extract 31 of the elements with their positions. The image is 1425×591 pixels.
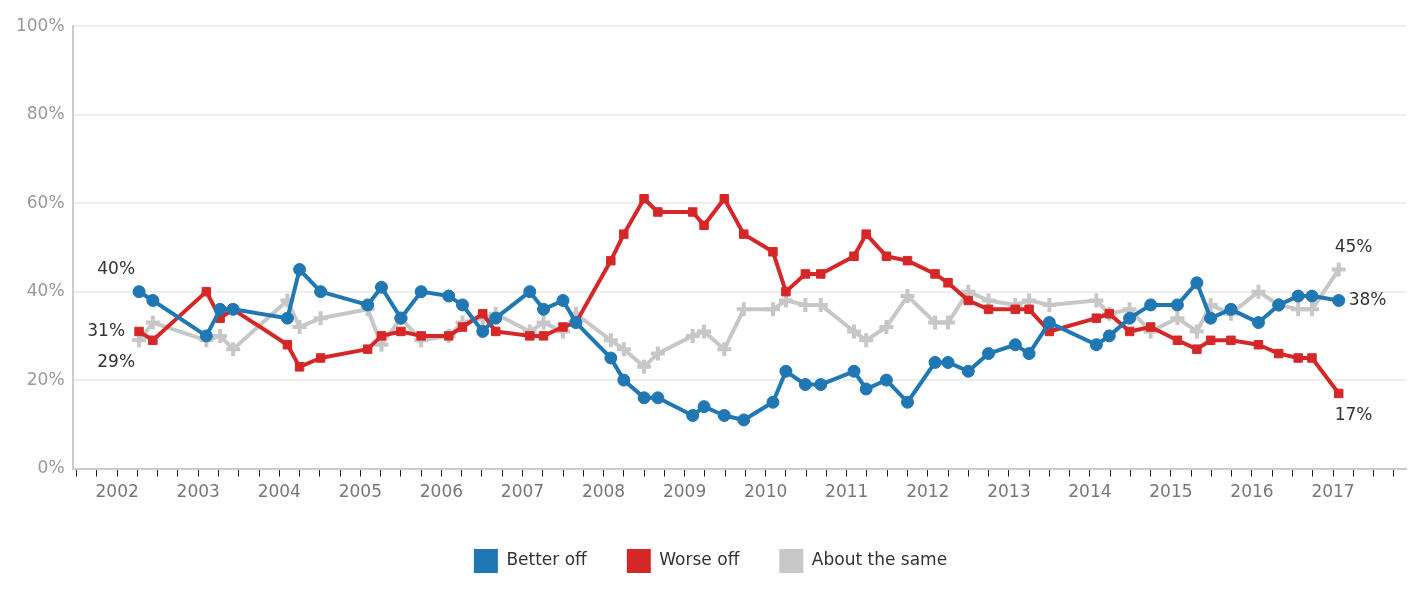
- legend-label: Worse off: [659, 549, 741, 570]
- x-tick-label: 2008: [581, 481, 626, 502]
- x-tick-label: 2004: [257, 481, 301, 502]
- x-tick-label: 2002: [95, 481, 139, 502]
- x-tick-label: 2006: [419, 481, 464, 502]
- x-tick-label: 2007: [500, 481, 545, 502]
- x-tick-label: 2010: [744, 481, 788, 502]
- data-label: 29%: [97, 350, 136, 371]
- data-label: 31%: [87, 319, 126, 340]
- data-label: 17%: [1334, 403, 1373, 424]
- legend-label: Better off: [506, 549, 589, 570]
- x-tick-label: 2012: [906, 481, 950, 502]
- data-label: 45%: [1334, 235, 1373, 256]
- x-tick-label: 2005: [338, 481, 382, 502]
- data-label: 38%: [1348, 288, 1387, 309]
- x-tick-label: 2011: [825, 481, 869, 502]
- x-tick-label: 2016: [1230, 481, 1274, 502]
- x-tick-label: 2015: [1149, 481, 1193, 502]
- y-tick-label: 80%: [26, 103, 65, 124]
- x-tick-label: 2017: [1311, 481, 1355, 502]
- legend-label: About the same: [811, 549, 948, 570]
- y-tick-label: 100%: [15, 14, 65, 35]
- x-tick-label: 2014: [1068, 481, 1112, 502]
- x-tick-label: 2013: [987, 481, 1031, 502]
- y-tick-label: 40%: [26, 280, 65, 301]
- x-tick-label: 2009: [662, 481, 707, 502]
- data-label: 40%: [97, 258, 136, 279]
- y-tick-label: 0%: [37, 457, 65, 478]
- y-tick-label: 20%: [26, 368, 65, 389]
- x-tick-label: 2003: [176, 481, 220, 502]
- y-tick-label: 60%: [26, 191, 65, 212]
